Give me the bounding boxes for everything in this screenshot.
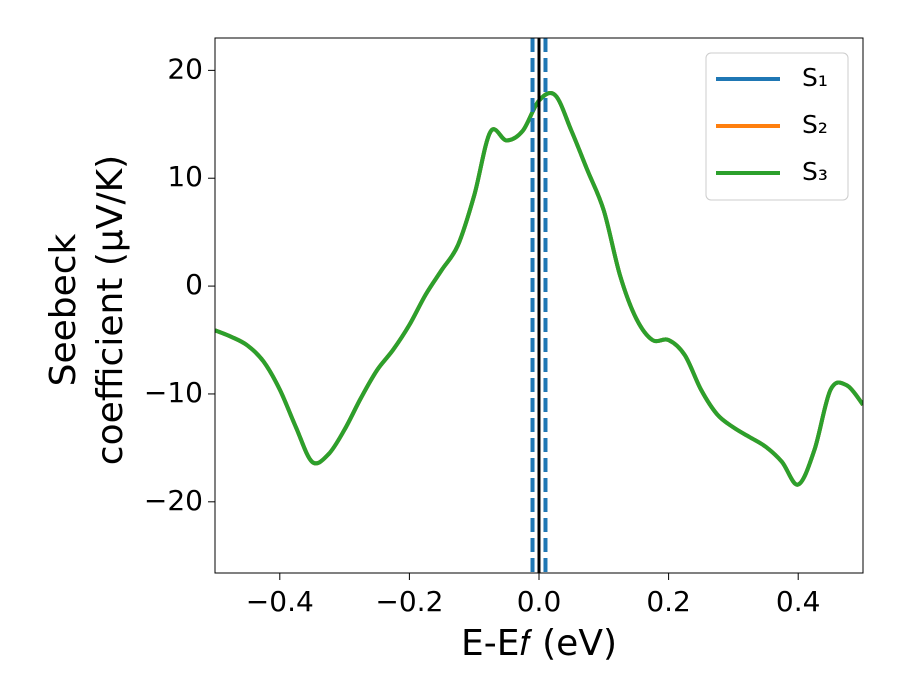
x-tick-label: 0.2 [646,585,691,618]
legend-label: S₁ [802,63,828,92]
y-tick-label: −10 [144,376,203,409]
x-tick-label: 0.0 [517,585,562,618]
y-axis-label: coefficient (μV/K) [90,155,131,465]
x-tick-label: −0.2 [375,585,443,618]
legend-label: S₃ [802,157,828,186]
x-tick-label: 0.4 [776,585,821,618]
legend-label: S₂ [802,110,828,139]
y-axis-label: Seebeck [43,233,84,386]
x-tick-label: −0.4 [246,585,314,618]
y-tick-label: −20 [144,484,203,517]
plot-frame [214,37,864,574]
y-tick-label: 20 [167,52,203,85]
x-axis-label: E-E𝑓 (eV) [461,623,617,664]
plot-area [215,38,863,573]
y-tick-label: 0 [185,268,203,301]
y-tick-label: 10 [167,160,203,193]
